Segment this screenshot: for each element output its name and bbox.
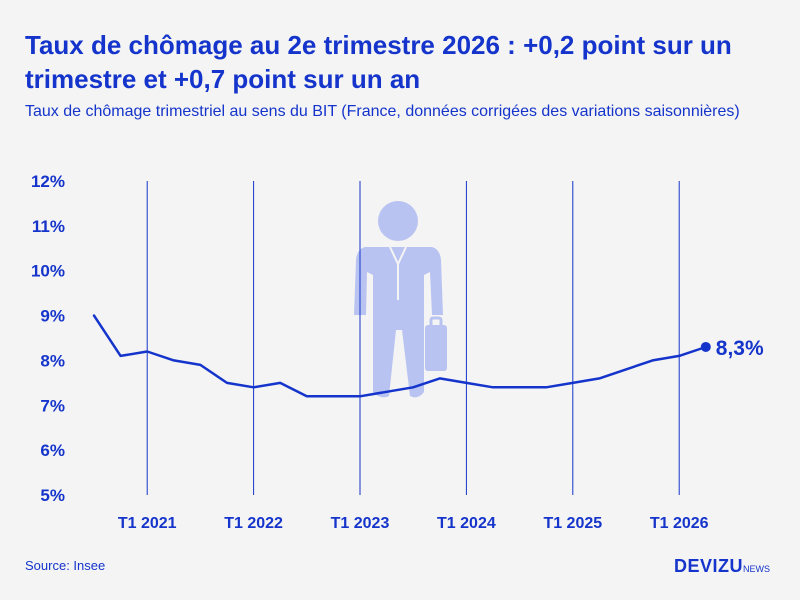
end-value-label: 8,3% [716,337,764,360]
logo-main-text: DEVIZU [674,556,744,576]
businessman-icon [354,201,447,398]
logo-sub-text: NEWS [743,564,771,574]
source-note: Source: Insee [25,558,106,573]
y-tick-label: 11% [32,217,65,236]
devizu-logo: DEVIZUNEWS [674,556,770,577]
figure-detail [389,246,407,300]
x-tick-label: T1 2022 [224,515,283,532]
x-tick-label: T1 2023 [331,515,390,532]
x-tick-label: T1 2021 [118,515,177,532]
x-tick-label: T1 2026 [650,515,709,532]
y-tick-label: 10% [31,262,65,281]
x-tick-label: T1 2024 [437,515,496,532]
series-line-unemployment-rate [92,314,708,398]
end-point-marker [700,341,711,352]
x-tick-label: T1 2025 [543,515,602,532]
y-tick-label: 9% [40,307,65,326]
y-tick-label: 5% [40,486,65,505]
chart-subtitle: Taux de chômage trimestriel au sens du B… [25,103,740,120]
y-tick-label: 12% [31,172,65,191]
y-tick-label: 6% [40,441,65,460]
chart-title: Taux de chômage au 2e trimestre 2026 : +… [25,30,732,94]
y-tick-label: 8% [40,351,65,370]
y-tick-label: 7% [40,396,65,415]
